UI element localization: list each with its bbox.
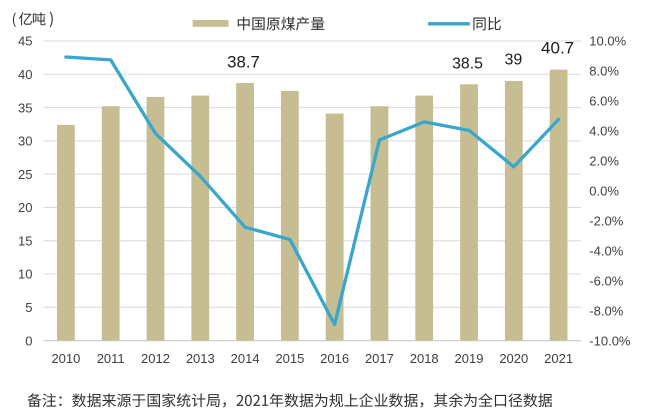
svg-text:38.5: 38.5 <box>452 55 483 72</box>
svg-text:2020: 2020 <box>499 351 528 366</box>
svg-text:0: 0 <box>25 333 32 348</box>
svg-text:10.0%: 10.0% <box>589 34 626 49</box>
svg-text:20: 20 <box>18 200 32 215</box>
svg-text:2021: 2021 <box>544 351 573 366</box>
svg-text:2016: 2016 <box>320 351 349 366</box>
svg-text:39: 39 <box>505 52 523 69</box>
svg-text:10: 10 <box>18 267 32 282</box>
svg-text:2017: 2017 <box>365 351 394 366</box>
svg-text:2.0%: 2.0% <box>589 154 619 169</box>
svg-text:35: 35 <box>18 100 32 115</box>
svg-text:-8.0%: -8.0% <box>589 303 623 318</box>
svg-text:6.0%: 6.0% <box>589 94 619 109</box>
svg-text:-2.0%: -2.0% <box>589 213 623 228</box>
svg-text:45: 45 <box>18 34 32 49</box>
svg-text:2013: 2013 <box>186 351 215 366</box>
svg-text:-4.0%: -4.0% <box>589 243 623 258</box>
svg-text:-10.0%: -10.0% <box>589 333 631 348</box>
svg-text:4.0%: 4.0% <box>589 124 619 139</box>
svg-text:40.7: 40.7 <box>541 38 574 57</box>
svg-text:2010: 2010 <box>51 351 80 366</box>
svg-text:38.7: 38.7 <box>227 52 260 71</box>
svg-text:15: 15 <box>18 233 32 248</box>
svg-text:25: 25 <box>18 167 32 182</box>
svg-text:2018: 2018 <box>410 351 439 366</box>
svg-text:2011: 2011 <box>97 351 125 366</box>
svg-text:40: 40 <box>18 67 32 82</box>
svg-text:2014: 2014 <box>231 351 260 366</box>
svg-text:0.0%: 0.0% <box>589 184 619 199</box>
svg-text:8.0%: 8.0% <box>589 64 619 79</box>
svg-text:30: 30 <box>18 134 32 149</box>
svg-text:2019: 2019 <box>455 351 484 366</box>
svg-text:2012: 2012 <box>141 351 170 366</box>
svg-text:-6.0%: -6.0% <box>589 273 623 288</box>
svg-text:5: 5 <box>25 300 32 315</box>
svg-text:2015: 2015 <box>275 351 304 366</box>
